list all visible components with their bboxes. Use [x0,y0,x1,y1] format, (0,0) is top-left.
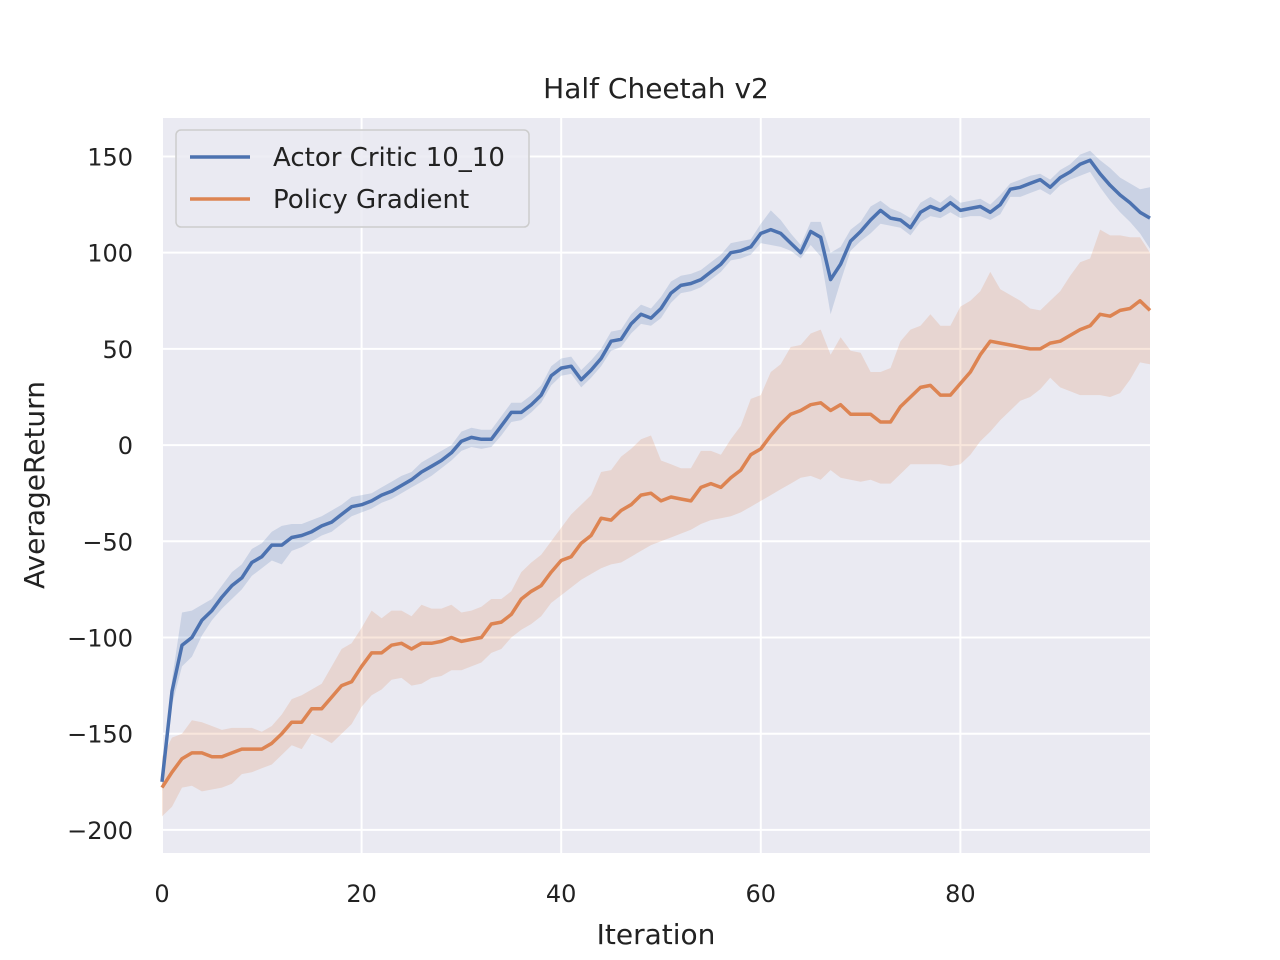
x-axis-label: Iteration [597,918,716,951]
plot-background [162,118,1150,853]
y-tick-label: −50 [82,528,133,556]
legend-box [175,129,530,228]
x-tick-label: 40 [546,880,577,908]
y-tick-label: 150 [87,143,133,171]
y-tick-label: 50 [102,336,133,364]
chart-title: Half Cheetah v2 [543,72,769,105]
x-tick-label: 0 [154,880,169,908]
series-lines [160,158,1152,789]
x-tick-label: 60 [746,880,777,908]
y-tick-label: −100 [67,625,133,653]
series-line-0 [160,158,1151,782]
y-tick-label: −200 [67,817,133,845]
x-tick-label: 20 [346,880,377,908]
confidence-bands [162,150,1150,817]
y-axis-label: AverageReturn [18,381,51,589]
y-tick-label: 100 [87,240,133,268]
y-tick-label: 0 [118,432,133,460]
x-tick-label: 80 [945,880,976,908]
legend-label-policy-gradient: Policy Gradient [273,185,469,215]
legend: Actor Critic 10_10 Policy Gradient [175,129,530,228]
confidence-band-1 [162,229,1150,817]
legend-label-actor-critic: Actor Critic 10_10 [273,143,505,173]
x-tick-labels: 0 20 40 60 80 [154,880,975,908]
grid-lines [161,118,1150,853]
y-tick-labels: 150 100 50 0 −50 −100 −150 −200 [67,143,133,844]
series-line-1 [160,299,1152,789]
y-tick-label: −150 [67,721,133,749]
